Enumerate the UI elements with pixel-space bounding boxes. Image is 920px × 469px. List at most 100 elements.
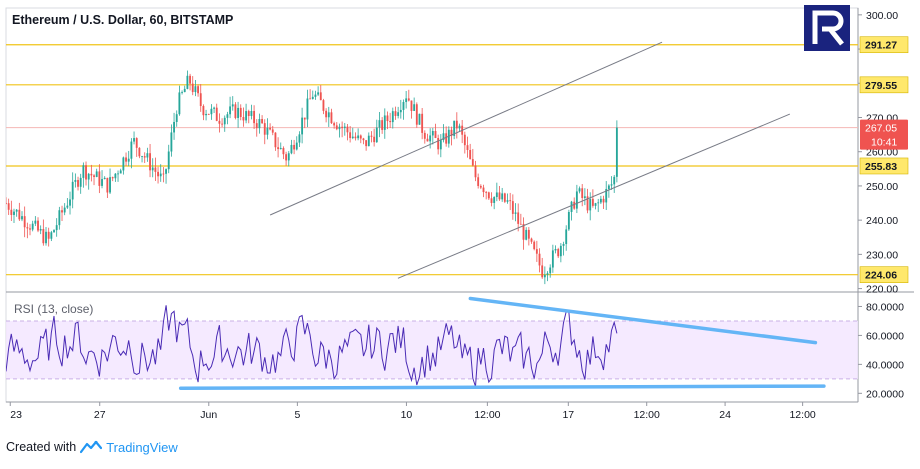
candle-body <box>234 104 237 118</box>
candle-body <box>165 169 167 174</box>
candle-body <box>231 104 234 107</box>
candle-body <box>559 245 562 257</box>
candle-body <box>543 274 546 278</box>
candle-body <box>271 129 274 133</box>
candle-body <box>173 121 175 133</box>
candle-body <box>178 92 181 115</box>
time-tick-label: 12:00 <box>474 409 500 421</box>
candle-body <box>431 130 434 136</box>
candle-body <box>567 211 570 230</box>
candle-body <box>490 198 493 203</box>
candle-body <box>610 184 613 186</box>
candle-body <box>533 241 536 250</box>
candle-body <box>554 249 557 251</box>
level-label-box <box>859 157 909 175</box>
candle-body <box>114 173 117 179</box>
rsi-support-trendline <box>178 384 826 390</box>
candle-body <box>522 223 525 240</box>
candle-body <box>23 216 26 228</box>
candle-body <box>106 177 109 193</box>
candle-body <box>439 140 442 150</box>
candle-body <box>378 120 381 128</box>
candle-body <box>514 212 517 214</box>
candle-body <box>506 200 509 202</box>
candle-body <box>37 220 39 231</box>
candle-body <box>74 180 77 182</box>
candle-body <box>349 132 352 139</box>
candle-body <box>149 153 151 171</box>
candle-body <box>303 117 306 120</box>
candle-body <box>122 157 125 171</box>
candle-body <box>402 102 405 110</box>
level-label-box <box>859 36 909 54</box>
candle-body <box>551 250 554 268</box>
candle-body <box>53 230 55 233</box>
candle-body <box>34 220 37 224</box>
rsi-resistance-trendline <box>468 296 818 345</box>
candle-body <box>437 137 440 150</box>
candle-body <box>341 126 344 129</box>
candle-body <box>493 197 496 203</box>
footer-created-with: Created with <box>6 440 77 454</box>
candle-body <box>90 173 93 176</box>
candle-body <box>442 133 445 141</box>
candle-body <box>42 229 45 244</box>
candle-body <box>525 229 528 240</box>
candle-body <box>199 93 202 107</box>
candle-body <box>413 104 416 111</box>
candle-body <box>247 111 250 116</box>
candle-body <box>583 196 586 198</box>
candle-body <box>71 181 74 200</box>
candle-body <box>237 107 240 118</box>
candle-body <box>351 136 354 139</box>
candle-body <box>274 132 277 148</box>
candle-body <box>282 148 285 155</box>
channel-lower-line <box>397 113 791 279</box>
candle-body <box>194 86 197 93</box>
candle-body <box>463 134 466 146</box>
candle-body <box>327 112 330 118</box>
price-tick-label: 250.00 <box>866 181 898 193</box>
candle-body <box>63 207 66 213</box>
candle-body <box>261 119 264 124</box>
candle-body <box>167 151 170 170</box>
channel-upper-line <box>269 41 663 216</box>
candle-body <box>445 133 448 144</box>
candle-body <box>117 173 119 175</box>
candle-body <box>565 229 568 245</box>
candle-body <box>338 126 341 130</box>
last-price-box <box>860 119 908 150</box>
candle-body <box>298 134 301 143</box>
candle-body <box>45 231 47 244</box>
candle-body <box>159 173 162 177</box>
candle-body <box>277 147 280 150</box>
candle-body <box>181 92 183 93</box>
candle-body <box>498 192 501 200</box>
candle-body <box>319 92 322 101</box>
footer-brand[interactable]: TradingView <box>106 439 178 455</box>
candle-body <box>77 180 79 187</box>
candle-body <box>391 111 394 123</box>
candle-body <box>39 229 42 231</box>
candle-body <box>314 94 317 97</box>
candle-body <box>301 117 304 135</box>
candle-body <box>602 198 605 203</box>
candle-body <box>175 114 178 122</box>
candle-body <box>29 228 31 230</box>
candle-body <box>111 177 114 179</box>
candle-body <box>530 238 533 242</box>
candle-body <box>229 106 232 115</box>
candle-body <box>474 165 477 178</box>
candle-body <box>597 202 600 204</box>
candle-body <box>397 112 400 116</box>
candle-body <box>186 75 189 89</box>
candle-body <box>183 88 186 93</box>
candle-body <box>541 265 544 278</box>
tradingview-logo-icon <box>80 440 103 454</box>
candle-body <box>170 132 173 152</box>
candle-body <box>31 223 34 230</box>
candle-body <box>290 144 293 154</box>
level-label-box <box>859 266 909 283</box>
candle-body <box>242 117 245 121</box>
candle-body <box>143 156 146 158</box>
